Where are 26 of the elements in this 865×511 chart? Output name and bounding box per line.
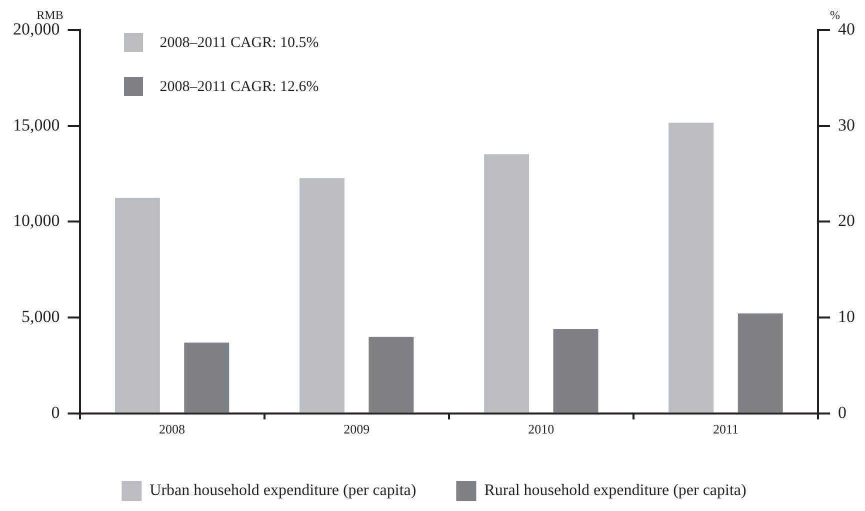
x-tick-label: 2009	[344, 422, 370, 437]
legend-label: Urban household expenditure (per capita)	[150, 482, 416, 500]
bar	[738, 313, 783, 412]
y2-tick-label: 10	[838, 307, 855, 326]
bar	[299, 178, 344, 412]
x-tick-label: 2011	[712, 422, 738, 437]
bar	[484, 154, 530, 412]
bar	[114, 198, 160, 412]
y2-tick-label: 20	[838, 211, 855, 230]
y-tick-label: 0	[51, 402, 60, 422]
y-tick-label: 5,000	[22, 307, 60, 326]
x-tick-label: 2008	[159, 422, 186, 437]
y2-tick-label: 0	[838, 402, 846, 422]
y2-tick-label: 30	[838, 115, 855, 134]
bar	[668, 122, 714, 412]
y2-axis-title: %	[830, 8, 840, 22]
y-tick-label: 10,000	[13, 211, 60, 230]
bar	[553, 329, 598, 412]
y2-tick-label: 40	[838, 19, 855, 38]
x-tick-label: 2010	[528, 422, 554, 437]
bar	[368, 336, 414, 412]
bar	[184, 342, 230, 412]
annotation: 2008–2011 CAGR: 10.5%	[160, 34, 319, 51]
legend-label: Rural household expenditure (per capita)	[484, 482, 746, 500]
annotation: 2008–2011 CAGR: 12.6%	[160, 78, 319, 95]
y-tick-label: 15,000	[13, 115, 60, 134]
